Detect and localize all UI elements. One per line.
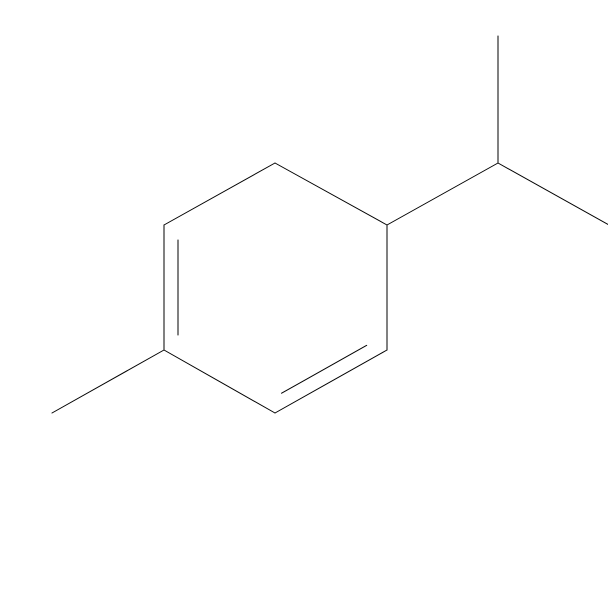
bond-line: [498, 163, 608, 225]
molecule-diagram: [0, 0, 608, 608]
bond-line: [275, 163, 387, 225]
bond-line: [387, 163, 498, 225]
bond-line: [282, 345, 367, 393]
bond-line: [275, 350, 387, 413]
bond-line: [164, 350, 275, 413]
bond-line: [164, 163, 275, 225]
bond-line: [52, 350, 164, 413]
